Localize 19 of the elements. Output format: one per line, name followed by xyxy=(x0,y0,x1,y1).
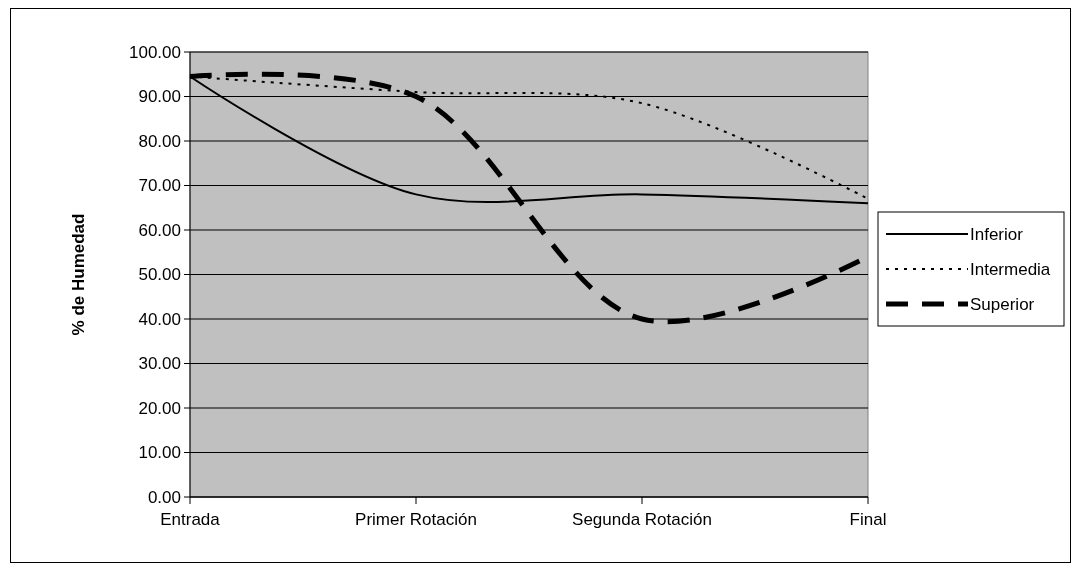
x-tick-label: Final xyxy=(849,510,887,529)
x-tick-label: Segunda Rotación xyxy=(572,510,712,529)
y-axis-title: % de Humedad xyxy=(69,213,88,336)
x-tick-label: Entrada xyxy=(160,510,221,529)
y-tick-label: 80.00 xyxy=(138,131,181,151)
legend-label: Inferior xyxy=(970,224,1024,244)
y-tick-label: 40.00 xyxy=(138,309,181,329)
y-tick-label: 10.00 xyxy=(138,443,181,463)
y-tick-label: 60.00 xyxy=(138,220,181,240)
x-tick-label: Primer Rotación xyxy=(355,510,477,529)
y-tick-label: 70.00 xyxy=(138,176,181,196)
y-tick-label: 0.00 xyxy=(147,487,181,507)
y-tick-label: 90.00 xyxy=(138,87,181,107)
y-tick-label: 20.00 xyxy=(138,398,181,418)
legend-label: Superior xyxy=(970,294,1035,314)
legend-label: Intermedia xyxy=(970,259,1051,279)
y-tick-label: 30.00 xyxy=(138,354,181,374)
y-tick-label: 50.00 xyxy=(138,265,181,285)
y-tick-label: 100.00 xyxy=(129,42,181,62)
